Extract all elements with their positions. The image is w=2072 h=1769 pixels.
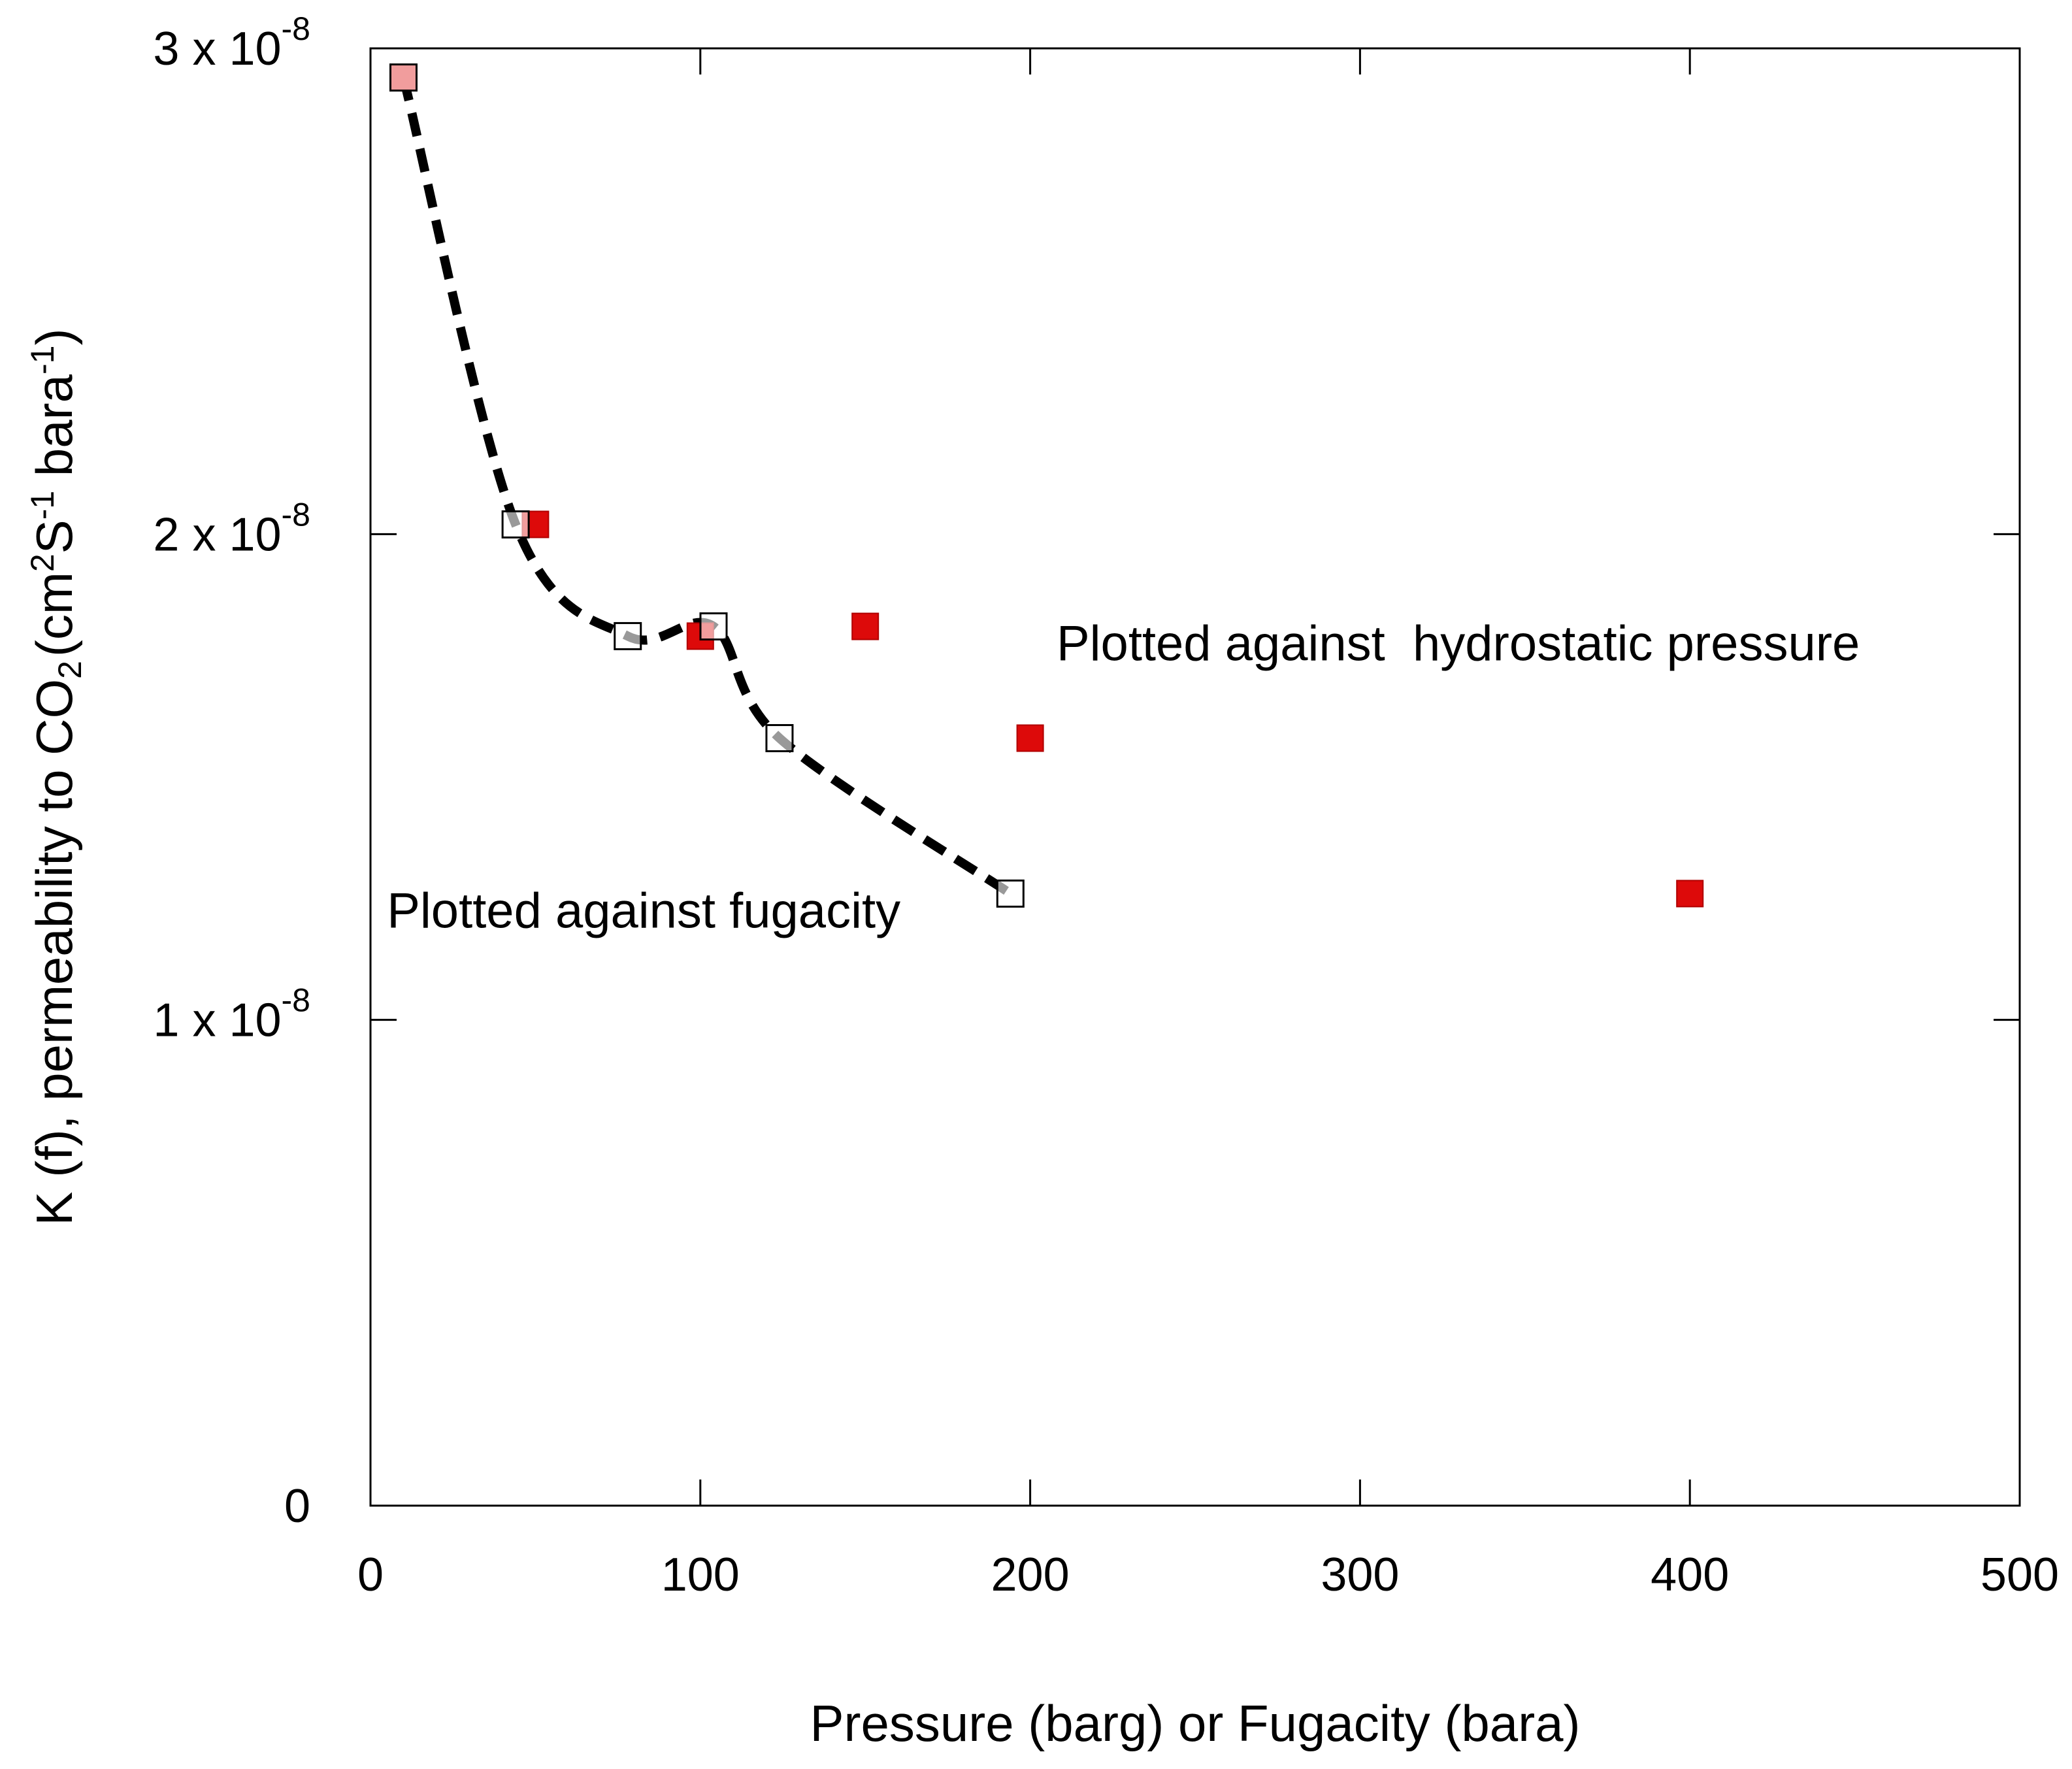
x-axis-title: Pressure (barg) or Fugacity (bara)	[810, 1695, 1580, 1752]
y-tick-label-base: 3 x 10	[153, 23, 281, 75]
y-tick-label: 0	[284, 1480, 310, 1532]
y-axis-title-part1: K (f), permeability to CO	[25, 679, 83, 1226]
y-tick-label: 3 x 10-8	[153, 10, 310, 75]
x-tick-label: 300	[1321, 1549, 1399, 1601]
y-tick-label-exponent: -8	[282, 10, 310, 47]
annotation-hydrostatic: Plotted against hydrostatic pressure	[1057, 616, 1860, 672]
y-axis-title: K (f), permeability to CO2(cm2S-1 bara-1…	[24, 329, 88, 1226]
annotation-fugacity: Plotted against fugacity	[387, 883, 900, 938]
hydrostatic-pressure-point	[1676, 880, 1704, 908]
fugacity-point	[389, 63, 418, 92]
y-tick-label: 1 x 10-8	[153, 982, 310, 1047]
series-markers	[389, 63, 1704, 908]
y-axis-title-part3: S	[25, 520, 83, 554]
x-tick-label: 0	[357, 1549, 384, 1601]
series-lines	[399, 76, 1013, 898]
hydrostatic-pressure-point	[851, 612, 880, 640]
y-tick-label: 2 x 10-8	[153, 496, 310, 561]
y-tick-label-exponent: -8	[282, 982, 310, 1019]
y-axis-title-part5: )	[25, 329, 83, 346]
x-tick-label: 400	[1651, 1549, 1729, 1601]
y-axis-title-part4: bara	[25, 374, 83, 490]
fugacity-point	[765, 724, 794, 753]
fugacity-point	[699, 612, 728, 641]
hydrostatic-pressure-point	[1016, 724, 1044, 752]
plot-frame	[369, 47, 2021, 1507]
y-axis-title-sup3: -1	[24, 346, 61, 374]
x-tick-label: 500	[1981, 1549, 2059, 1601]
annotations: Plotted against hydrostatic pressure Plot…	[387, 616, 1860, 939]
x-tick-label: 200	[991, 1549, 1070, 1601]
fugacity-point	[501, 510, 530, 538]
x-tick-label: 100	[661, 1549, 740, 1601]
x-axis-ticks: 0 100 200 300 400 500	[357, 48, 2059, 1601]
y-axis-title-sup1: 2	[24, 554, 61, 572]
y-tick-label-exponent: -8	[282, 496, 310, 533]
y-axis-title-sup2: -1	[24, 491, 61, 520]
y-tick-label-base: 2 x 10	[153, 508, 281, 561]
y-tick-label-base: 0	[284, 1480, 310, 1532]
fugacity-point	[996, 879, 1025, 908]
y-axis-title-part2: (cm	[25, 572, 83, 657]
fugacity-series-line	[399, 76, 1013, 898]
y-tick-label-base: 1 x 10	[153, 995, 281, 1047]
fugacity-point	[614, 621, 642, 650]
y-axis-title-sub: 2	[52, 661, 88, 679]
y-axis-ticks: 01 x 10-82 x 10-83 x 10-8	[153, 10, 2020, 1532]
